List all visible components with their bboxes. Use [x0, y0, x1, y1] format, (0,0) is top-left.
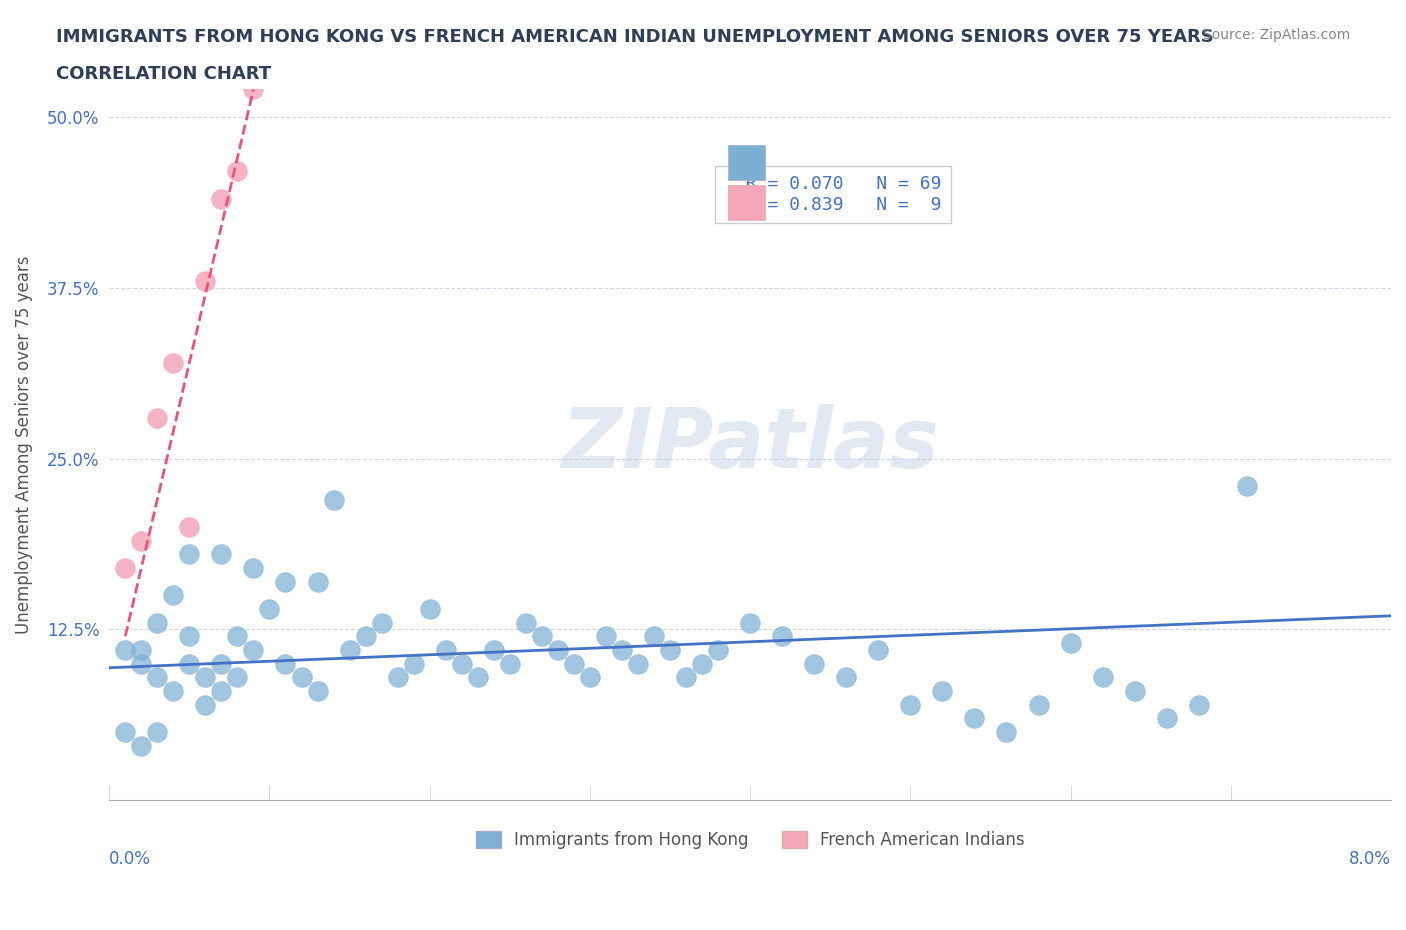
Legend: Immigrants from Hong Kong, French American Indians: Immigrants from Hong Kong, French Americ…	[468, 825, 1032, 856]
Point	[114, 643, 136, 658]
Point	[242, 82, 264, 97]
Point	[803, 657, 825, 671]
Point	[194, 273, 217, 288]
Point	[770, 629, 793, 644]
Point	[129, 657, 152, 671]
Point	[179, 657, 201, 671]
Point	[627, 657, 650, 671]
Point	[562, 657, 585, 671]
Point	[690, 657, 713, 671]
Point	[434, 643, 457, 658]
Point	[226, 164, 249, 179]
Point	[162, 588, 184, 603]
Point	[129, 533, 152, 548]
Point	[643, 629, 665, 644]
Text: IMMIGRANTS FROM HONG KONG VS FRENCH AMERICAN INDIAN UNEMPLOYMENT AMONG SENIORS O: IMMIGRANTS FROM HONG KONG VS FRENCH AMER…	[56, 28, 1213, 46]
Point	[226, 670, 249, 684]
Point	[482, 643, 505, 658]
Point	[146, 410, 169, 425]
Point	[226, 629, 249, 644]
Point	[242, 643, 264, 658]
Point	[595, 629, 617, 644]
Point	[114, 724, 136, 739]
Point	[179, 520, 201, 535]
Point	[1091, 670, 1114, 684]
Point	[146, 670, 169, 684]
Point	[530, 629, 553, 644]
Point	[1123, 684, 1146, 698]
Point	[419, 602, 441, 617]
Text: 8.0%: 8.0%	[1350, 850, 1391, 868]
Point	[515, 615, 537, 630]
Point	[209, 547, 232, 562]
Point	[387, 670, 409, 684]
Point	[339, 643, 361, 658]
Point	[675, 670, 697, 684]
Point	[179, 547, 201, 562]
Point	[259, 602, 281, 617]
Point	[995, 724, 1018, 739]
Text: ZIPatlas: ZIPatlas	[561, 405, 939, 485]
Point	[114, 561, 136, 576]
Point	[547, 643, 569, 658]
Point	[868, 643, 890, 658]
Point	[307, 574, 329, 589]
Point	[194, 698, 217, 712]
Text: CORRELATION CHART: CORRELATION CHART	[56, 65, 271, 83]
Point	[963, 711, 986, 725]
Point	[129, 738, 152, 753]
Point	[146, 724, 169, 739]
FancyBboxPatch shape	[728, 185, 765, 220]
Point	[274, 574, 297, 589]
Point	[1059, 636, 1081, 651]
Point	[209, 192, 232, 206]
Point	[146, 615, 169, 630]
Point	[209, 684, 232, 698]
Point	[274, 657, 297, 671]
Text: R = 0.070   N = 69
  R = 0.839   N =  9: R = 0.070 N = 69 R = 0.839 N = 9	[724, 175, 942, 214]
Point	[307, 684, 329, 698]
Point	[1188, 698, 1211, 712]
Point	[162, 684, 184, 698]
Point	[370, 615, 392, 630]
Point	[194, 670, 217, 684]
Y-axis label: Unemployment Among Seniors over 75 years: Unemployment Among Seniors over 75 years	[15, 256, 32, 634]
Point	[610, 643, 633, 658]
Point	[209, 657, 232, 671]
Point	[402, 657, 425, 671]
Point	[707, 643, 730, 658]
Point	[1236, 478, 1258, 493]
Point	[242, 561, 264, 576]
Point	[499, 657, 522, 671]
FancyBboxPatch shape	[728, 145, 765, 179]
Point	[931, 684, 953, 698]
Text: Source: ZipAtlas.com: Source: ZipAtlas.com	[1202, 28, 1350, 42]
Point	[1156, 711, 1178, 725]
Point	[898, 698, 921, 712]
Point	[129, 643, 152, 658]
Point	[450, 657, 472, 671]
Point	[579, 670, 602, 684]
Point	[354, 629, 377, 644]
Point	[659, 643, 682, 658]
Point	[740, 615, 762, 630]
Point	[1028, 698, 1050, 712]
Point	[322, 492, 344, 507]
Text: 0.0%: 0.0%	[110, 850, 150, 868]
Point	[467, 670, 489, 684]
Point	[179, 629, 201, 644]
Point	[290, 670, 312, 684]
Point	[835, 670, 858, 684]
Point	[162, 355, 184, 370]
